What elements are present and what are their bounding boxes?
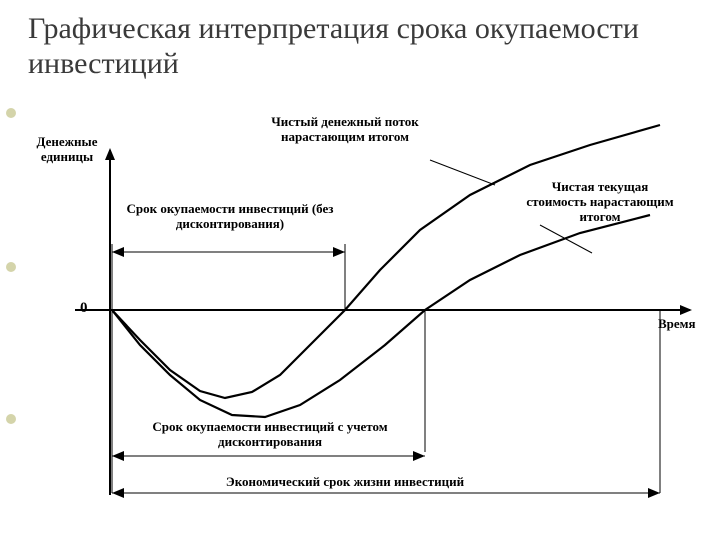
chart: Денежные единицы Время 0 Чистый денежный… [0,95,720,535]
x-axis-label: Время [658,317,696,332]
right-curve-label: Чистая текущая стоимость нарастающим ито… [520,180,680,225]
decoration-dot [6,262,16,272]
top-curve-label: Чистый денежный поток нарастающим итогом [230,115,460,145]
span-bot-label: Экономический срок жизни инвестиций [190,475,500,490]
decoration-dot [6,108,16,118]
zero-label: 0 [80,300,88,317]
span-top-label: Срок окупаемости инвестиций (без дисконт… [120,202,340,232]
span-mid-label: Срок окупаемости инвестиций с учетом дис… [145,420,395,450]
y-axis-label: Денежные единицы [22,135,112,165]
decoration-dot [6,414,16,424]
page-title: Графическая интерпретация срока окупаемо… [28,12,720,81]
